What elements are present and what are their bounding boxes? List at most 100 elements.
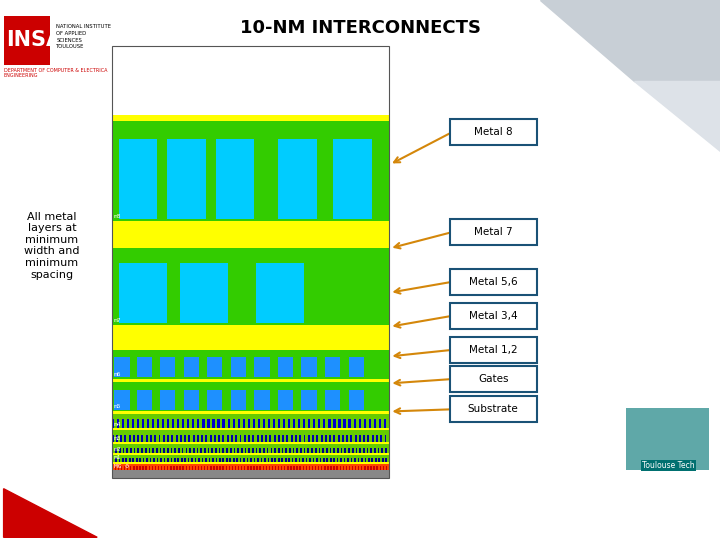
Bar <box>132 458 134 462</box>
Bar <box>285 458 287 462</box>
Bar <box>268 420 270 428</box>
Bar <box>278 420 280 428</box>
Bar <box>370 448 372 453</box>
Bar <box>241 466 243 470</box>
Bar <box>348 390 364 410</box>
Bar <box>333 435 336 442</box>
Bar <box>243 458 245 462</box>
Bar <box>304 435 305 442</box>
Bar <box>309 458 311 462</box>
Bar <box>320 458 321 462</box>
Bar <box>231 435 233 442</box>
Bar <box>342 435 344 442</box>
Bar <box>212 420 215 428</box>
Bar <box>222 448 224 453</box>
Bar <box>210 435 212 442</box>
Bar <box>112 466 113 470</box>
Bar <box>136 458 138 462</box>
Bar <box>256 264 305 323</box>
Bar <box>282 448 283 453</box>
Bar <box>343 466 344 470</box>
Bar <box>238 448 239 453</box>
Bar <box>222 420 225 428</box>
Bar <box>344 448 346 453</box>
Bar <box>333 466 335 470</box>
Bar <box>117 420 119 428</box>
Bar <box>141 435 143 442</box>
Bar <box>346 466 347 470</box>
Bar <box>263 448 265 453</box>
Bar <box>364 458 366 462</box>
Bar <box>198 466 199 470</box>
Bar <box>293 466 294 470</box>
Bar <box>112 462 389 470</box>
Bar <box>230 458 231 462</box>
Bar <box>112 115 389 122</box>
Bar <box>116 435 118 442</box>
Bar <box>325 390 341 410</box>
Bar <box>231 390 246 410</box>
Bar <box>227 435 229 442</box>
Bar <box>251 458 252 462</box>
Bar <box>278 458 279 462</box>
FancyBboxPatch shape <box>449 119 537 145</box>
Bar <box>235 435 237 442</box>
Bar <box>292 458 294 462</box>
Bar <box>181 458 183 462</box>
Bar <box>302 357 317 377</box>
Bar <box>346 435 348 442</box>
Bar <box>275 466 276 470</box>
Bar <box>348 466 350 470</box>
Bar <box>361 458 363 462</box>
Bar <box>167 420 169 428</box>
Bar <box>278 390 293 410</box>
FancyBboxPatch shape <box>449 219 537 245</box>
Bar <box>184 458 186 462</box>
Bar <box>323 458 325 462</box>
Bar <box>112 442 389 444</box>
Bar <box>137 420 139 428</box>
Bar <box>122 458 124 462</box>
Text: DEPARTMENT OF COMPUTER & ELECTRICA
ENGINEERING: DEPARTMENT OF COMPUTER & ELECTRICA ENGIN… <box>4 68 107 78</box>
Polygon shape <box>540 0 720 81</box>
Text: Toulouse Tech: Toulouse Tech <box>642 461 695 470</box>
Bar <box>385 448 387 453</box>
Bar <box>171 448 172 453</box>
Bar <box>367 466 369 470</box>
Bar <box>150 458 151 462</box>
Bar <box>352 448 354 453</box>
Text: m4: m4 <box>114 422 121 427</box>
Bar <box>121 466 122 470</box>
Bar <box>145 466 147 470</box>
Bar <box>189 466 190 470</box>
Bar <box>207 420 210 428</box>
Bar <box>160 390 176 410</box>
Text: 10-NM INTERCONNECTS: 10-NM INTERCONNECTS <box>240 19 480 37</box>
Bar <box>278 139 317 219</box>
Bar <box>187 420 189 428</box>
Bar <box>307 435 310 442</box>
Bar <box>384 420 386 428</box>
Bar <box>312 458 314 462</box>
Bar <box>205 435 207 442</box>
Bar <box>163 448 165 453</box>
Bar <box>152 466 153 470</box>
Bar <box>257 458 258 462</box>
Bar <box>374 448 376 453</box>
Bar <box>351 435 352 442</box>
Text: m2: m2 <box>114 447 121 451</box>
Bar <box>244 435 246 442</box>
Bar <box>259 448 261 453</box>
Bar <box>374 466 375 470</box>
Bar <box>189 435 190 442</box>
Bar <box>215 458 217 462</box>
Bar <box>118 466 119 470</box>
Bar <box>150 435 152 442</box>
Bar <box>119 448 121 453</box>
Bar <box>200 448 202 453</box>
Bar <box>201 435 203 442</box>
Bar <box>329 435 331 442</box>
Bar <box>273 420 275 428</box>
Bar <box>321 466 323 470</box>
Bar <box>265 435 267 442</box>
